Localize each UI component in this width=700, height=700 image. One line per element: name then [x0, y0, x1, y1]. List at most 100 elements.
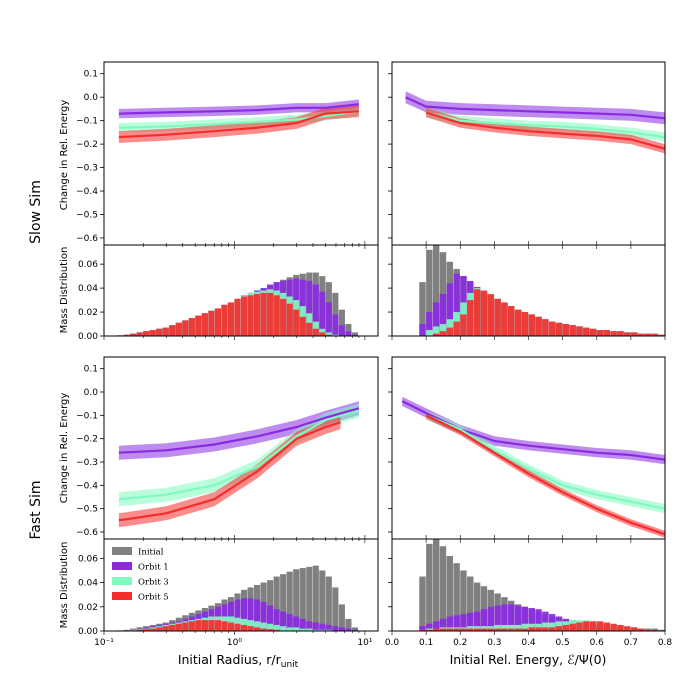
slow-mass-radius-initial-bar [338, 309, 345, 336]
slow-mass-radius-orbit5-bar [214, 308, 222, 336]
slow-mass-radius-orbit5-bar [286, 303, 293, 336]
fast-mass-energy-initial-bar [426, 543, 433, 631]
fast-mass-radius-orbit1-bar [351, 629, 358, 631]
fast-mass-energy-orbit5-bar [610, 623, 617, 631]
fast-mass-radius-initial-bar [306, 566, 313, 631]
slow-mass-radius-orbit5-bar [293, 309, 300, 336]
slow-change-radius-ytick-label: −0.6 [76, 234, 98, 244]
fast-change-radius-ytick-label: 0.1 [84, 365, 98, 375]
fast-mass-energy-orbit5-bar [467, 628, 474, 631]
fast-mass-energy-orbit1-bar [467, 612, 474, 631]
fast-mass-radius-orbit5-bar [254, 627, 261, 631]
fast-mass-energy-orbit5-bar [576, 622, 583, 631]
fast-mass-energy-initial-bar [658, 629, 665, 631]
fast-mass-radius-orbit1-bar [293, 616, 300, 631]
slow-mass-energy-orbit5-bar [555, 322, 563, 336]
slow-mass-radius-orbit5-bar [267, 292, 274, 336]
slow-mass-energy-orbit5-bar [446, 327, 454, 336]
fast-mass-energy-orbit3-bar [494, 624, 501, 631]
fast-mass-radius-orbit3-bar [293, 627, 300, 631]
fast-mass-energy-initial-bar [446, 555, 454, 631]
slow-mass-radius-initial-bar [351, 332, 358, 336]
ylabel-slow-change: Change in Rel. Energy [59, 100, 70, 211]
slow-change-radius-orbit1-line [118, 103, 360, 115]
slow-mass-energy-orbit5-bar [658, 334, 665, 336]
slow-mass-radius-ytick-label: 0.00 [78, 332, 98, 342]
fast-mass-radius-orbit5-bar [149, 628, 156, 631]
slow-mass-energy-orbit5-bar [494, 298, 501, 336]
fast-mass-energy-orbit3-bar [501, 624, 508, 631]
slow-mass-energy-orbit5-bar [644, 333, 651, 336]
fast-mass-radius-orbit1-bar [319, 623, 326, 631]
slow-mass-energy-orbit3-bar [432, 326, 440, 336]
slow-mass-radius-orbit1-bar [325, 302, 332, 336]
fast-mass-radius-initial-bar [299, 568, 306, 631]
fast-mass-radius-initial-bar [312, 565, 319, 631]
fast-mass-energy-orbit1-bar [487, 606, 494, 631]
slow-mass-radius-orbit5-bar [156, 328, 163, 336]
fast-mass-energy-xtick-label: 0.4 [521, 638, 536, 648]
fast-change-energy-orbit5-line [425, 414, 665, 536]
slow-mass-energy-orbit1-bar [439, 294, 447, 336]
fast-mass-energy-orbit5-bar [528, 627, 535, 631]
fast-mass-radius-orbit1-bar [299, 618, 306, 631]
fast-mass-energy-orbit1-bar [439, 618, 447, 631]
fast-change-energy-orbit3-line [425, 414, 665, 510]
slow-change-radius-frame [103, 61, 379, 246]
fast-mass-energy-orbit5-bar [514, 628, 522, 631]
slow-mass-radius-orbit5-bar [182, 320, 189, 336]
fast-mass-radius-xtick-label: 10¹ [357, 638, 372, 648]
fast-mass-radius-orbit1-bar [312, 622, 319, 631]
fast-mass-energy-orbit5-bar [617, 624, 624, 631]
slow-mass-radius-orbit1-bar [306, 280, 313, 336]
slow-mass-radius-orbit5-bar [123, 334, 130, 336]
fast-mass-radius-ytick-label: 0.00 [78, 627, 98, 637]
fast-mass-energy-orbit1-bar [494, 605, 501, 631]
fast-mass-radius-orbit1-bar [260, 601, 267, 631]
xlabel-radius-sub: unit [281, 660, 299, 670]
slow-mass-radius-orbit5-bar [188, 318, 195, 336]
legend-label-orbit5: Orbit 5 [138, 593, 169, 603]
slow-mass-radius-ytick-label: 0.04 [78, 284, 98, 294]
fast-mass-radius-initial-bar [280, 574, 287, 631]
fast-mass-energy-initial-bar [419, 576, 426, 631]
fast-mass-radius-orbit1-bar [240, 598, 248, 631]
fast-mass-radius-initial-bar [338, 604, 345, 631]
slow-mass-radius-orbit3-bar [332, 334, 339, 336]
slow-mass-radius-orbit1-bar [345, 331, 352, 336]
slow-change-energy-frame [391, 61, 666, 246]
slow-mass-energy-initial-bar [432, 245, 440, 336]
slow-mass-radius-orbit1-bar [319, 291, 326, 336]
legend-swatch-orbit5 [112, 592, 132, 600]
slow-mass-radius-orbit5-bar [247, 295, 254, 336]
fast-mass-energy-orbit5-bar [439, 628, 447, 631]
slow-mass-radius-orbit5-bar [273, 295, 280, 336]
slow-mass-energy-orbit5-bar [630, 332, 638, 336]
fast-mass-radius-orbit5-bar [227, 622, 235, 631]
fast-mass-energy-initial-bar [453, 563, 460, 631]
slow-change-energy-orbit1-band [405, 91, 665, 125]
fast-mass-energy-orbit5-bar [548, 627, 556, 631]
fast-mass-energy-orbit5-bar [494, 628, 501, 631]
slow-mass-radius-orbit5-bar [175, 322, 182, 336]
fast-mass-radius-orbit1-bar [273, 609, 280, 631]
fast-mass-radius-orbit5-bar [169, 624, 176, 631]
fast-mass-energy-orbit5-bar [521, 628, 529, 631]
fast-mass-radius-orbit5-bar [214, 620, 222, 631]
fast-mass-radius-orbit1-bar [325, 624, 332, 631]
fast-mass-energy-xtick-label: 0.3 [487, 638, 501, 648]
fast-mass-radius-orbit3-bar [280, 626, 287, 631]
fast-mass-radius-initial-bar [273, 576, 280, 631]
fast-mass-radius-orbit5-bar [247, 626, 254, 631]
fast-change-radius-ytick-label: −0.4 [76, 481, 98, 491]
fast-mass-energy-xtick-label: 0.5 [555, 638, 569, 648]
slow-mass-energy-orbit1-bar [446, 283, 454, 336]
fast-mass-energy-orbit3-bar [514, 624, 522, 631]
slow-mass-energy-orbit1-bar [419, 324, 426, 336]
fast-mass-energy-orbit5-bar [569, 623, 576, 631]
slow-mass-energy-orbit5-bar [467, 300, 474, 336]
slow-mass-energy-orbit5-bar [508, 306, 515, 336]
fast-change-radius-ytick-label: −0.1 [76, 411, 98, 421]
slow-mass-energy-orbit5-bar [542, 319, 549, 336]
fast-change-radius-ytick-label: −0.2 [76, 435, 98, 445]
